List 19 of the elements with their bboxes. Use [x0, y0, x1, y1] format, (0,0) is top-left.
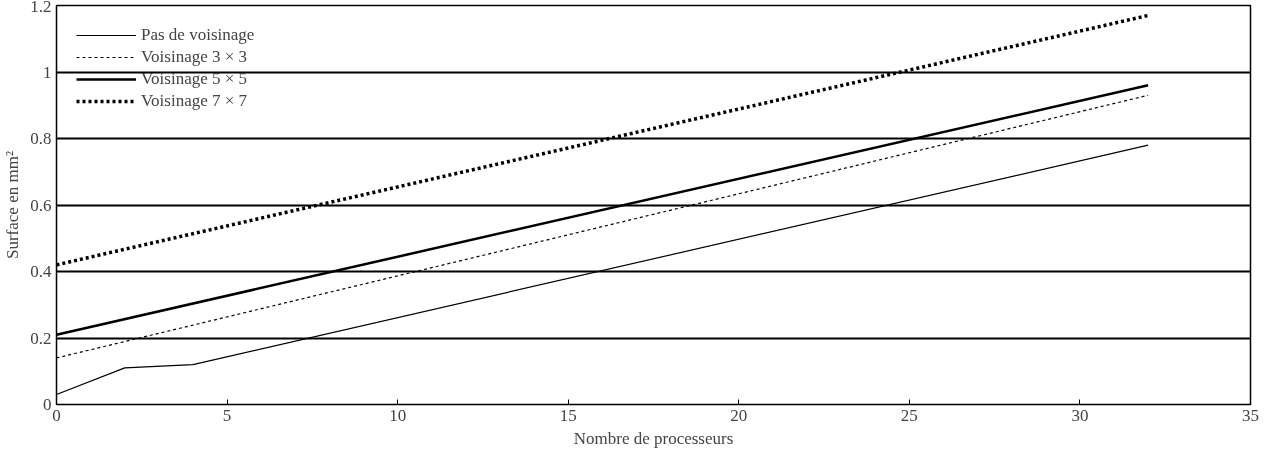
y-tick-label: 0.4: [30, 262, 52, 281]
x-tick-label: 5: [222, 405, 232, 425]
x-tick-label: 10: [389, 405, 407, 425]
legend-label: Voisinage 5 × 5: [141, 69, 248, 89]
y-axis-title: Surface en mm²: [3, 150, 23, 259]
legend-label: Voisinage 7 × 7: [141, 91, 248, 111]
x-tick-label: 20: [730, 405, 748, 425]
y-tick-label: 0.6: [30, 195, 52, 215]
x-tick-label: 35: [1242, 405, 1259, 425]
y-tick-label: 1: [43, 62, 52, 82]
y-tick-label: 0.2: [30, 328, 52, 348]
y-tick-label: 0.8: [30, 129, 52, 148]
x-tick-label: 15: [559, 405, 577, 425]
x-tick-label: 30: [1071, 405, 1089, 425]
legend-label: Pas de voisinage: [141, 25, 255, 45]
y-tick-label: 1.2: [30, 0, 52, 16]
x-axis-title: Nombre de processeurs: [573, 428, 734, 448]
x-tick-label: 25: [900, 405, 918, 425]
legend-label: Voisinage 3 × 3: [141, 47, 248, 67]
